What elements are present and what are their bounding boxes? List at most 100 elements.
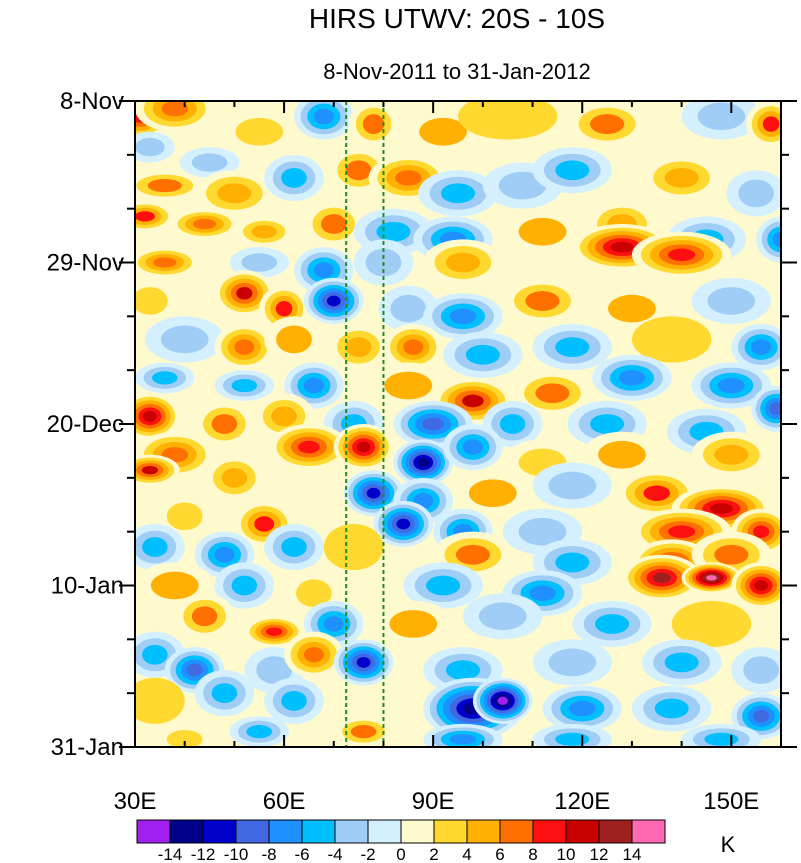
data-cell <box>595 614 630 634</box>
data-cell <box>706 575 717 581</box>
data-cell <box>147 179 182 193</box>
data-cell <box>389 610 438 638</box>
x-tick-label: 30E <box>114 788 157 815</box>
colorbar-label: 4 <box>462 845 471 863</box>
data-cell <box>478 602 527 631</box>
colorbar-box <box>268 819 303 844</box>
data-cell <box>697 102 746 131</box>
data-cell <box>150 571 199 600</box>
data-cell <box>251 225 277 239</box>
data-cell <box>345 160 372 181</box>
colorbar-label: -12 <box>191 845 216 863</box>
data-cell <box>135 211 155 222</box>
data-cell <box>345 337 372 357</box>
data-cell <box>709 503 733 514</box>
x-axis: 30E 60E 90E 120E 150E <box>114 101 782 815</box>
data-cell <box>743 656 780 684</box>
data-cell <box>497 696 508 705</box>
data-cell <box>362 114 385 134</box>
y-axis: 8-Nov 29-Nov 20-Dec 10-Jan 31-Jan <box>47 88 797 761</box>
colorbar-box <box>598 819 633 844</box>
data-cell <box>455 544 490 565</box>
data-cell <box>390 294 427 323</box>
chart-subtitle: 8-Nov-2011 to 31-Jan-2012 <box>323 59 590 84</box>
data-cell <box>751 339 772 355</box>
data-cell <box>445 252 481 273</box>
data-cell <box>191 606 218 627</box>
data-cell <box>396 518 411 530</box>
data-cell <box>191 153 228 172</box>
colorbar-label: -4 <box>327 845 342 863</box>
data-cell <box>525 291 560 311</box>
data-cell <box>142 644 168 665</box>
reference-lines <box>345 101 385 747</box>
data-cell <box>598 440 646 469</box>
data-cell <box>498 171 547 200</box>
colorbar: -14 -12 -10 -8 -6 -4 -2 0 2 4 6 8 10 12 14 <box>136 819 666 863</box>
colorbar-box <box>433 819 468 844</box>
data-cell <box>738 179 775 208</box>
data-cell <box>313 262 334 278</box>
data-cell <box>395 170 422 186</box>
colorbar-label: 6 <box>495 845 504 863</box>
data-cell <box>449 308 477 325</box>
data-cell <box>462 439 483 455</box>
data-cell <box>762 116 780 132</box>
data-cell <box>320 214 347 234</box>
colorbar-box <box>631 819 666 844</box>
data-cell <box>752 709 770 723</box>
colorbar-label: 14 <box>623 845 642 863</box>
data-cell <box>590 114 625 134</box>
data-cell <box>535 383 570 404</box>
data-cell <box>664 168 699 188</box>
data-cell <box>445 660 481 680</box>
x-tick-label: 90E <box>412 788 455 815</box>
data-cell <box>366 487 381 499</box>
data-cell <box>281 168 307 188</box>
colorbar-box <box>169 819 204 844</box>
data-cell <box>458 101 558 140</box>
data-cell <box>234 339 255 355</box>
data-cell <box>754 580 769 591</box>
data-cell <box>143 410 157 422</box>
data-cell <box>326 295 341 307</box>
colorbar-label: -10 <box>224 845 249 863</box>
contour-field <box>135 101 781 747</box>
data-cell <box>671 600 752 648</box>
data-cell <box>631 316 712 363</box>
data-cell <box>529 585 556 601</box>
data-cell <box>610 241 634 253</box>
data-cell <box>426 575 461 596</box>
data-cell <box>555 732 590 746</box>
data-cell <box>468 479 517 508</box>
data-cell <box>166 730 203 747</box>
data-cell <box>419 117 467 146</box>
data-cell <box>271 406 297 427</box>
data-cell <box>664 652 699 673</box>
data-cell <box>161 101 189 117</box>
data-cell <box>518 217 567 246</box>
data-cell <box>618 370 646 386</box>
colorbar-box <box>334 819 369 844</box>
data-cell <box>231 378 258 393</box>
data-cell <box>590 414 625 434</box>
data-cell <box>384 371 433 400</box>
data-cell <box>652 572 671 584</box>
data-cell <box>462 394 484 408</box>
data-cell <box>555 337 590 357</box>
data-cell <box>714 544 749 565</box>
colorbar-label: -2 <box>360 845 375 863</box>
data-cell <box>668 248 696 262</box>
data-cell <box>643 485 671 501</box>
y-tick-label: 10-Jan <box>51 573 124 600</box>
colorbar-label: 0 <box>396 845 405 863</box>
colorbar-label: 2 <box>429 845 438 863</box>
data-cell <box>323 523 384 571</box>
data-cell <box>211 414 238 434</box>
data-cell <box>548 471 597 500</box>
data-cell <box>422 417 444 431</box>
data-cell <box>403 339 424 355</box>
data-cell <box>192 218 217 230</box>
colorbar-unit: K <box>721 832 736 857</box>
data-cell <box>241 253 278 272</box>
